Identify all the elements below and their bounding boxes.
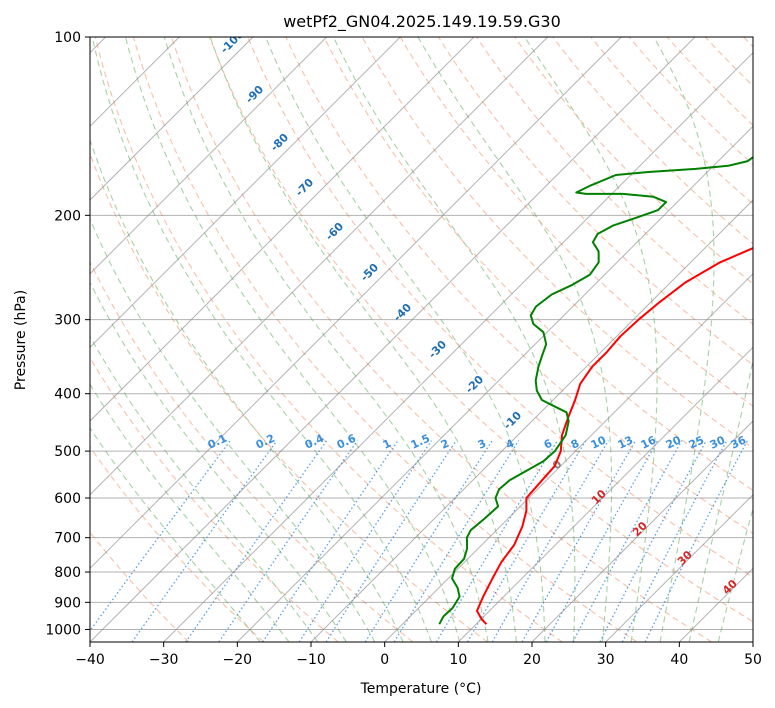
- x-tick-label: 40: [670, 652, 688, 668]
- y-axis-ticks: 100 200 300 400 500 600 700 800 900 1000: [45, 30, 90, 638]
- mixing-ratio-line: [131, 440, 278, 642]
- y-tick-label: 900: [54, 595, 81, 611]
- dry-adiabat-line: [90, 445, 264, 642]
- dewpoint-line: [438, 156, 753, 625]
- mixing-ratio-label: 10: [589, 433, 609, 451]
- isotherm-line: [90, 37, 401, 349]
- isotherm-line: [310, 199, 753, 642]
- moist-adiabat-line: [653, 37, 715, 642]
- x-axis-label: Temperature (°C): [360, 681, 482, 697]
- mixing-ratio-line: [325, 440, 457, 642]
- y-tick-label: 600: [54, 491, 81, 507]
- mixing-ratio-label: 30: [708, 433, 728, 451]
- moist-adiabat-line: [91, 37, 432, 642]
- mixing-ratio-label: 25: [687, 433, 706, 451]
- dry-adiabats: [90, 37, 753, 642]
- x-tick-label: −20: [223, 652, 253, 668]
- isotherm-line: [90, 37, 696, 642]
- temperature-line: [476, 247, 753, 625]
- moist-adiabat-line: [524, 37, 658, 642]
- moist-adiabat-line: [417, 37, 613, 642]
- y-tick-label: 100: [54, 30, 81, 46]
- y-tick-label: 300: [54, 313, 81, 329]
- isotherm-line: [163, 51, 753, 642]
- moist-adiabat-line: [265, 37, 546, 642]
- isotherm-line: [605, 493, 753, 642]
- isotherm-line: [384, 272, 753, 642]
- dry-adiabat-line: [94, 37, 563, 642]
- x-tick-label: 10: [449, 652, 467, 668]
- mixing-ratio-line: [185, 440, 328, 642]
- moist-adiabat-line: [90, 335, 319, 642]
- dry-adiabat-line: [476, 37, 753, 325]
- isotherm-line: [236, 125, 753, 642]
- y-tick-label: 800: [54, 565, 81, 581]
- dry-adiabat-line: [90, 356, 339, 642]
- moist-adiabat-line: [90, 138, 404, 642]
- isotherms: [90, 37, 753, 642]
- plot-frame: [89, 36, 754, 643]
- isotherm-line: [531, 420, 753, 642]
- x-tick-label: 30: [597, 652, 615, 668]
- plot-area: -100-90-80-70-60-50-40-30-20-100.1 0.2 0.4…: [90, 37, 753, 642]
- mixing-ratio-line: [364, 440, 493, 642]
- isotherm-line: [457, 346, 753, 642]
- isotherm-line: [90, 37, 328, 275]
- x-tick-label: −40: [75, 652, 105, 668]
- dry-adiabat-line: [209, 37, 753, 623]
- x-tick-label: −30: [149, 652, 179, 668]
- isotherm-line: [90, 37, 254, 201]
- y-tick-label: 400: [54, 387, 81, 403]
- dry-adiabat-line: [514, 37, 753, 285]
- mixing-ratio-line: [521, 440, 637, 642]
- y-tick-label: 500: [54, 444, 81, 460]
- dry-adiabat-line: [323, 37, 753, 492]
- mixing-ratio-label: 20: [664, 433, 684, 451]
- y-axis-label: Pressure (hPa): [13, 290, 29, 390]
- chart-title: wetPf2_GN04.2025.149.19.59.G30: [283, 12, 561, 32]
- pressure-gridlines: [90, 37, 753, 630]
- x-tick-label: 50: [744, 652, 762, 668]
- mixing-ratio-line: [262, 440, 399, 642]
- mixing-ratio-line: [90, 440, 231, 632]
- dry-adiabat-line: [285, 37, 753, 535]
- x-tick-label: 0: [380, 652, 389, 668]
- sounding-series: [438, 156, 753, 625]
- mixing-ratio-label: 13: [616, 433, 635, 451]
- isotherm-line: [90, 37, 622, 570]
- mixing-ratio-line: [545, 440, 659, 642]
- isotherm-line: [90, 37, 549, 496]
- y-tick-label: 200: [54, 208, 81, 224]
- moist-adiabat-line: [717, 506, 753, 642]
- mixing-ratio-line: [491, 440, 609, 642]
- y-tick-label: 700: [54, 531, 81, 547]
- mixing-ratio-label: 36: [729, 433, 749, 451]
- mixing-ratio-line: [435, 440, 558, 642]
- y-tick-label: 1000: [45, 622, 81, 638]
- mixing-ratio-line: [644, 440, 748, 642]
- moist-adiabat-line: [209, 37, 518, 642]
- x-tick-label: 20: [523, 652, 541, 668]
- dry-adiabat-line: [90, 260, 414, 642]
- mixing-ratio-line: [298, 440, 433, 642]
- moist-adiabat-line: [90, 426, 261, 642]
- dry-adiabat-line: [170, 37, 712, 642]
- mixing-ratio-lines: [90, 440, 748, 642]
- mixing-ratio-line: [572, 440, 683, 642]
- isotherm-line: [90, 37, 475, 422]
- x-axis-ticks: −40 −30 −20 −10 0 10 20 30 40 50: [75, 642, 762, 668]
- mixing-ratio-label: 16: [639, 433, 659, 451]
- moist-adiabat-line: [90, 217, 376, 642]
- moist-adiabat-line: [688, 358, 753, 642]
- x-tick-label: −10: [296, 652, 326, 668]
- dry-adiabat-line: [247, 37, 753, 578]
- dry-adiabat-line: [132, 37, 638, 642]
- moist-adiabat-line: [124, 37, 461, 642]
